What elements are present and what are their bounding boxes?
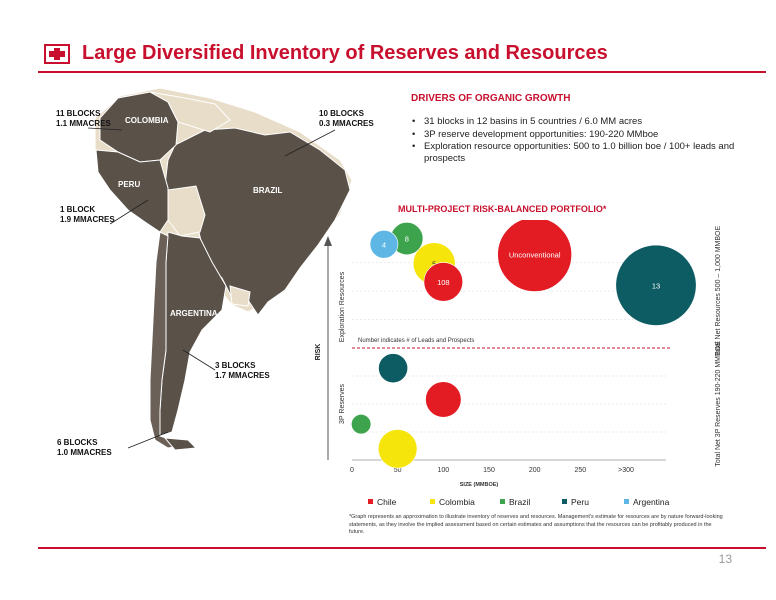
band-label: 3P Reserves [339, 384, 346, 424]
right-band-label: Total Net 3P Reserves 190-220 MMBOE [715, 341, 722, 467]
divider-note: Number indicates # of Leads and Prospect… [358, 338, 474, 344]
bubble-label: 8 [405, 235, 409, 244]
bubble-argentina [369, 230, 399, 259]
risk-axis-label: RISK [315, 344, 322, 361]
map-label-argentina: ARGENTINA [170, 309, 218, 318]
legend-label: Colombia [439, 497, 475, 507]
drivers-item: 31 blocks in 12 basins in 5 countries / … [412, 116, 742, 128]
legend-label: Peru [571, 497, 589, 507]
legend-swatch [500, 499, 505, 504]
callout-blocks: 1 BLOCK [60, 205, 96, 214]
map-venezuela [149, 91, 231, 133]
x-tick-label: 50 [394, 467, 402, 474]
bubble-label: 13 [652, 281, 660, 290]
x-tick-label: 150 [483, 467, 495, 474]
bubble-label: 4 [382, 240, 386, 249]
risk-axis-arrow [324, 236, 332, 246]
legend-label: Chile [377, 497, 397, 507]
callout-brazil: 10 BLOCKS 0.3 MMACRES [319, 109, 374, 129]
map-peru [95, 149, 169, 233]
legend-label: Argentina [633, 497, 670, 507]
bubble-chile [423, 262, 464, 302]
bubble-chile [425, 381, 462, 418]
callout-blocks: 11 BLOCKS [56, 109, 101, 118]
drivers-list: 31 blocks in 12 basins in 5 countries / … [412, 116, 742, 165]
callout-argentina: 3 BLOCKS 1.7 MMACRES [215, 361, 270, 381]
bubble-peru [615, 244, 697, 326]
drivers-item: Exploration resource opportunities: 500 … [412, 141, 742, 164]
x-axis-label: SIZE (MMBOE) [460, 482, 499, 488]
callout-blocks: 3 BLOCKS [215, 361, 256, 370]
x-tick-label: 0 [350, 467, 354, 474]
page-title: Large Diversified Inventory of Reserves … [82, 42, 608, 64]
map-label-peru: PERU [118, 180, 141, 189]
callout-blocks: 6 BLOCKS [57, 438, 98, 447]
legend-swatch [624, 499, 629, 504]
legend-swatch [562, 499, 567, 504]
callout-acres: 1.0 MMACRES [57, 448, 112, 457]
x-tick-label: 200 [529, 467, 541, 474]
bubble-peru [378, 353, 409, 384]
drivers-heading: DRIVERS OF ORGANIC GROWTH [411, 93, 571, 104]
right-band-label: Total Net Resources 500 – 1,000 MMBOE [715, 226, 722, 357]
footer-divider [38, 547, 766, 549]
x-tick-label: 100 [437, 467, 449, 474]
callout-colombia: 11 BLOCKS 1.1 MMACRES [56, 109, 111, 129]
company-logo [44, 44, 70, 64]
bubble-colombia [377, 429, 418, 469]
page-number: 13 [718, 552, 732, 566]
bubble-label: 5 [432, 260, 436, 269]
callout-blocks: 10 BLOCKS [319, 109, 364, 118]
header-divider [38, 71, 766, 73]
callout-acres: 1.7 MMACRES [215, 371, 270, 380]
legend-swatch [368, 499, 373, 504]
legend-label: Brazil [509, 497, 530, 507]
legend-swatch [430, 499, 435, 504]
bubble-brazil [351, 414, 372, 435]
map-label-chile: CHILE [136, 321, 145, 345]
portfolio-bubble-chart: Number indicates # of Leads and Prospect… [315, 220, 722, 507]
bubble-label: 108 [437, 278, 450, 287]
callout-acres: 1.9 MMACRES [60, 215, 115, 224]
callout-acres: 1.1 MMACRES [56, 119, 111, 128]
band-label: Exploration Resources [339, 271, 346, 342]
map-tierra-del-fuego [163, 437, 198, 451]
map-colombia [99, 91, 179, 163]
x-tick-label: 250 [574, 467, 586, 474]
map-uruguay [229, 285, 251, 307]
drivers-item: 3P reserve development opportunities: 19… [412, 129, 742, 141]
portfolio-heading: MULTI-PROJECT RISK-BALANCED PORTFOLIO* [398, 204, 607, 214]
callout-acres: 0.3 MMACRES [319, 119, 374, 128]
bubble-chile [497, 220, 572, 292]
callout-chile: 6 BLOCKS 1.0 MMACRES [57, 438, 112, 458]
map-label-colombia: COLOMBIA [125, 116, 169, 125]
south-america-map [87, 87, 353, 451]
map-label-brazil: BRAZIL [253, 186, 283, 195]
x-tick-label: >300 [618, 467, 634, 474]
footnote: *Graph represents an approximation to il… [349, 514, 723, 535]
bubble-label: Unconventional [509, 251, 561, 260]
callout-peru: 1 BLOCK 1.9 MMACRES [60, 205, 115, 225]
